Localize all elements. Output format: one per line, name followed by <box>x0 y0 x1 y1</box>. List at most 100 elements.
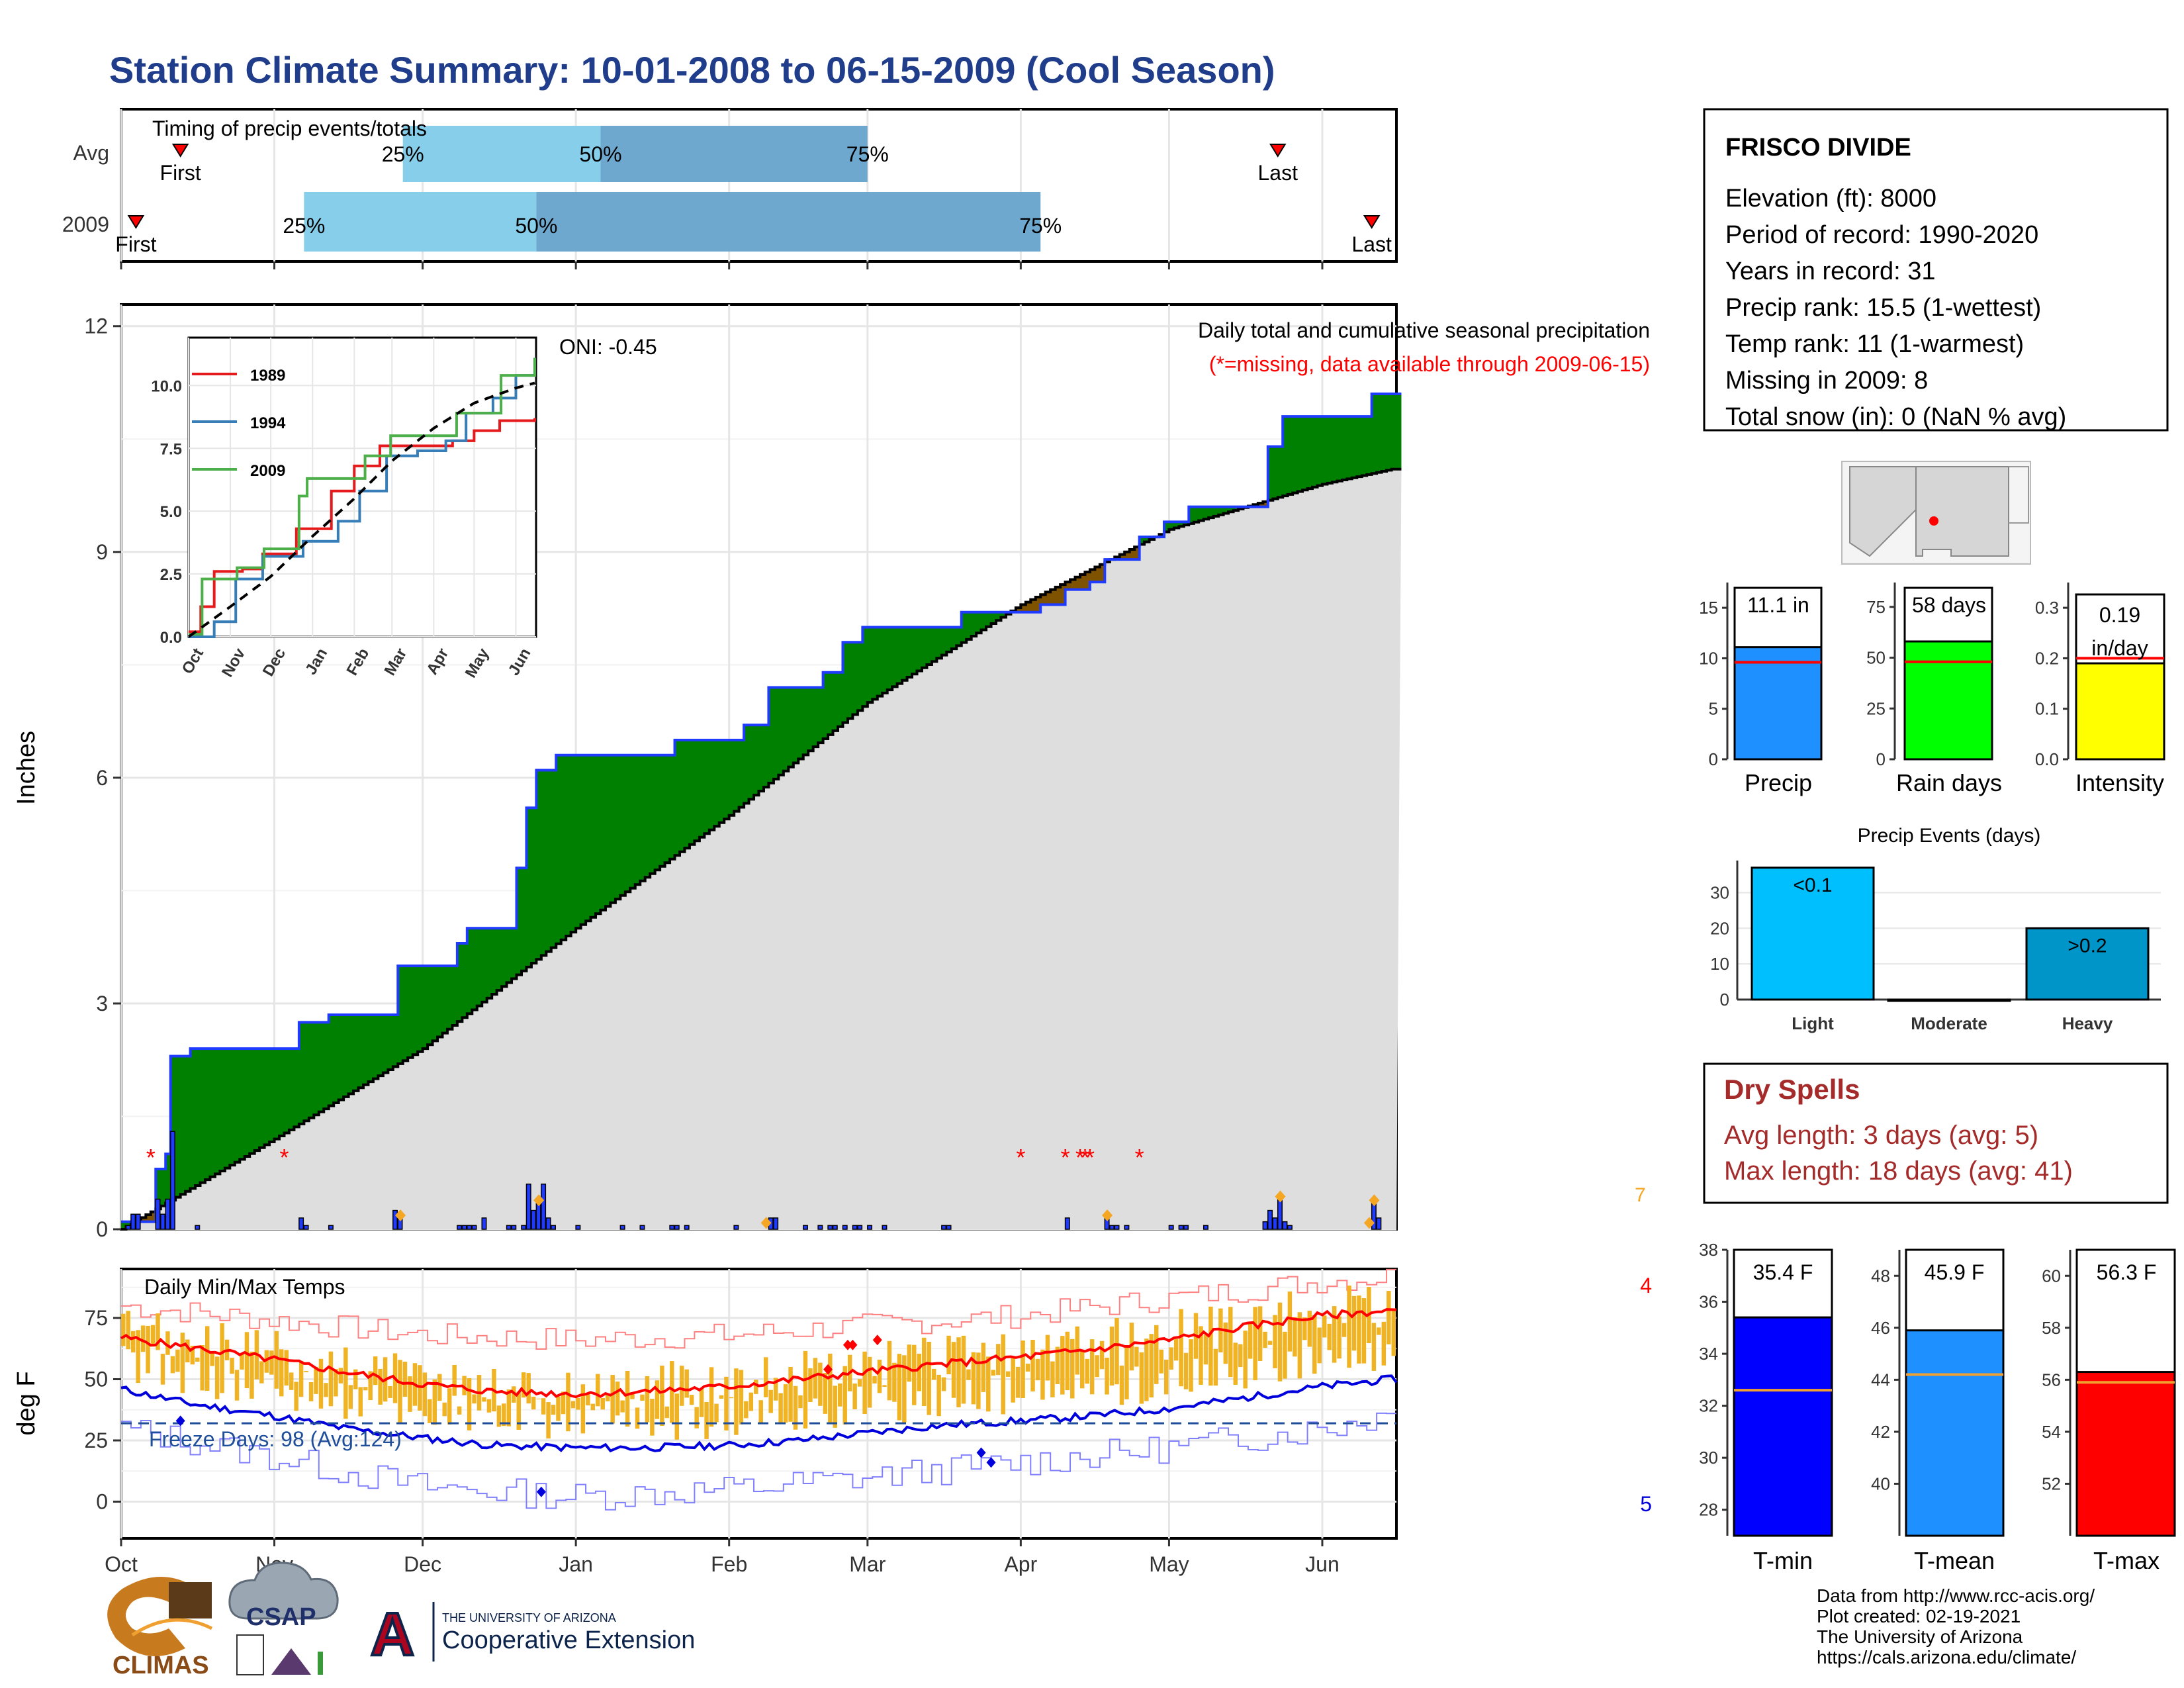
daily-temp-bar <box>486 1399 492 1413</box>
daily-precip-bar <box>195 1225 201 1230</box>
daily-temp-bar <box>516 1391 521 1430</box>
station-location-dot <box>1929 516 1938 526</box>
timing-bars: 25% 50% 75% First Last 25% 50% 75% First Last <box>115 126 1392 256</box>
neighbor-borders <box>2009 466 2029 524</box>
daily-temp-bar <box>230 1358 234 1374</box>
daily-precip-bar <box>1282 1221 1288 1230</box>
daily-temp-bar <box>175 1349 180 1372</box>
daily-temp-bar <box>971 1352 976 1405</box>
daily-temp-bar <box>882 1385 887 1387</box>
daily-temp-bar <box>763 1357 768 1397</box>
daily-temp-bar <box>719 1395 724 1399</box>
daily-temp-bar <box>1173 1338 1179 1361</box>
daily-temp-bar <box>976 1352 981 1409</box>
daily-precip-bar <box>733 1225 739 1230</box>
precip-y-tick-label: 0 <box>96 1217 108 1241</box>
heavy-event-marker <box>1275 1190 1286 1203</box>
events-tick-label: 0 <box>1720 990 1729 1009</box>
missing-day-marker: * <box>146 1144 156 1171</box>
observed-cumulative-line <box>121 393 1402 1223</box>
daily-temp-bar <box>1124 1347 1129 1399</box>
missing-day-marker: * <box>1085 1144 1095 1171</box>
daily-temp-bar <box>620 1400 625 1413</box>
climas-logo-text: CLIMAS <box>113 1652 209 1679</box>
month-tick-label: Oct <box>105 1552 138 1576</box>
inset-series <box>187 357 536 638</box>
daily-precip-bar <box>1183 1225 1189 1230</box>
ua-logo-small-text: THE UNIVERSITY OF ARIZONA <box>442 1611 616 1624</box>
daily-precip-bar <box>1376 1217 1382 1230</box>
station-temp-rank: Temp rank: 11 (1-warmest) <box>1725 330 2024 358</box>
daily-precip-bar <box>619 1225 625 1230</box>
precip-series <box>121 393 1402 1231</box>
inset-grid <box>188 338 536 637</box>
daily-temp-bar <box>1030 1340 1035 1391</box>
daily-temp-bar <box>783 1384 788 1423</box>
inset-y-tick-label: 10.0 <box>151 377 182 395</box>
daily-temp-bar <box>1099 1340 1105 1370</box>
daily-temp-bar <box>546 1402 551 1439</box>
precip-annotation: Daily total and cumulative seasonal prec… <box>1198 318 1650 342</box>
legend-label-1989: 1989 <box>250 367 285 385</box>
record-max-line <box>121 1268 1396 1350</box>
inset-series-1989 <box>189 418 536 633</box>
daily-temp-bar <box>862 1351 867 1415</box>
station-precip-rank: Precip rank: 15.5 (1-wettest) <box>1725 294 2041 322</box>
tmean-tick-label: 42 <box>1871 1422 1890 1442</box>
tmean-bar-label: 45.9 F <box>1925 1260 1985 1284</box>
timing-last-marker <box>1363 215 1381 229</box>
daily-temp-bar <box>645 1376 650 1423</box>
tmax-tick-label: 58 <box>2042 1318 2061 1338</box>
daily-temp-bar <box>857 1379 862 1387</box>
daily-temp-bar <box>447 1388 452 1425</box>
daily-temp-bar <box>758 1400 763 1424</box>
precip-y-tick-label: 12 <box>84 314 108 338</box>
daily-temp-bar <box>991 1370 996 1376</box>
climas-logo: CLIMAS <box>107 1577 213 1679</box>
daily-temp-bar <box>1079 1351 1085 1389</box>
daily-temp-bar <box>956 1337 961 1407</box>
daily-temp-bar <box>244 1332 250 1389</box>
daily-precip-bar <box>773 1217 779 1230</box>
temp-series <box>120 1268 1398 1511</box>
precip-y-axis: 0 3 6 9 12 <box>84 314 121 1241</box>
raindays-bar-tick-label: 0 <box>1876 749 1886 769</box>
locator-map <box>1841 461 2031 565</box>
station-elevation: Elevation (ft): 8000 <box>1725 185 1936 212</box>
daily-temp-bar <box>699 1389 704 1417</box>
daily-temp-bar <box>724 1376 729 1430</box>
daily-temp-bar <box>793 1385 798 1430</box>
events-bar-label: >0.2 <box>2068 935 2107 957</box>
daily-temp-bar <box>961 1335 966 1404</box>
dry-spells-frame <box>1703 1062 2169 1204</box>
inset-y-tick-label: 7.5 <box>160 440 182 458</box>
daily-temp-bar <box>709 1367 714 1427</box>
intensity-bar-tick-label: 0.2 <box>2035 648 2059 668</box>
precip-bar-tick-label: 10 <box>1699 648 1718 668</box>
precip-y-tick-label: 3 <box>96 992 108 1015</box>
timing-row-label-avg: Avg <box>73 141 109 165</box>
daily-temp-bar <box>625 1370 630 1427</box>
daily-temp-bar <box>1387 1291 1391 1344</box>
daily-temp-bar <box>220 1323 224 1393</box>
daily-temp-bar <box>887 1340 892 1401</box>
daily-temp-bar <box>467 1378 472 1430</box>
csap-logo: CSAP <box>228 1562 339 1675</box>
timing-last-marker <box>1269 144 1287 158</box>
missing-day-marker: * <box>1075 1144 1085 1171</box>
daily-temp-bar <box>566 1372 570 1432</box>
temp-panel: 0 25 50 75 deg F Daily Min/Max Temps Freeze… <box>13 1268 1652 1540</box>
daily-temp-bar <box>130 1331 136 1353</box>
station-period: Period of record: 1990-2020 <box>1725 221 2038 249</box>
daily-temp-bar <box>1105 1357 1109 1395</box>
timing-pct-50: 50% <box>579 142 621 166</box>
daily-temp-bars <box>121 1286 1396 1440</box>
tmin-value-bar <box>1733 1316 1833 1537</box>
heavy-event-marker <box>533 1194 545 1207</box>
daily-temp-bar <box>754 1380 758 1394</box>
precip-missing-note: (*=missing, data available through 2009-… <box>1209 352 1650 376</box>
daily-temp-bar <box>605 1393 610 1401</box>
daily-temp-bar <box>1337 1316 1342 1359</box>
daily-temp-bar <box>388 1385 392 1398</box>
timing-bar-50-75 <box>536 192 1041 252</box>
